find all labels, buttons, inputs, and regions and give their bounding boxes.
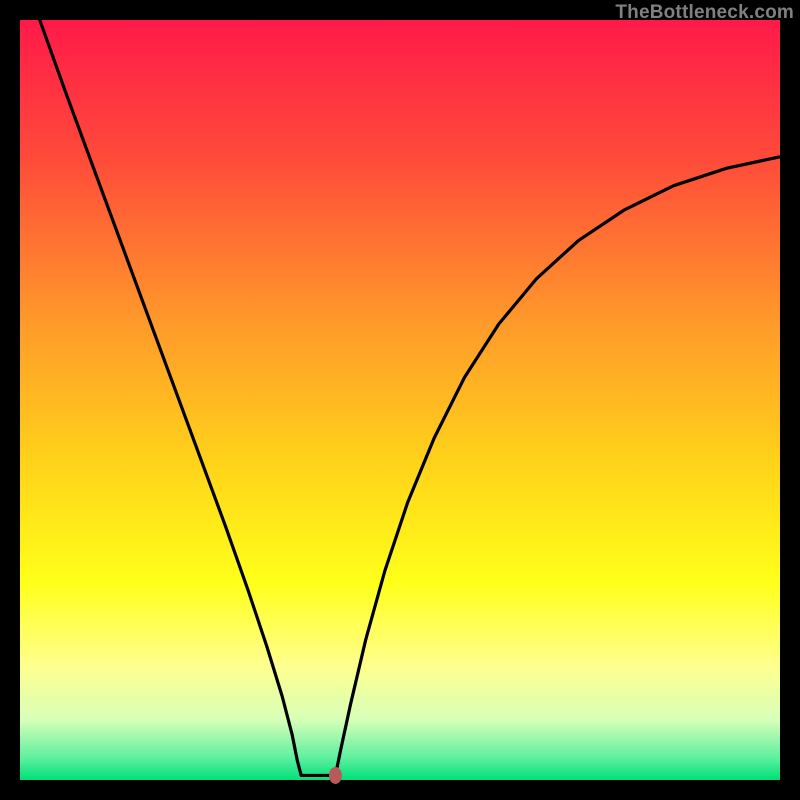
bottleneck-chart	[0, 0, 800, 800]
bottleneck-marker	[329, 767, 341, 783]
watermark-text: TheBottleneck.com	[615, 0, 800, 24]
chart-plot-area	[20, 20, 780, 780]
